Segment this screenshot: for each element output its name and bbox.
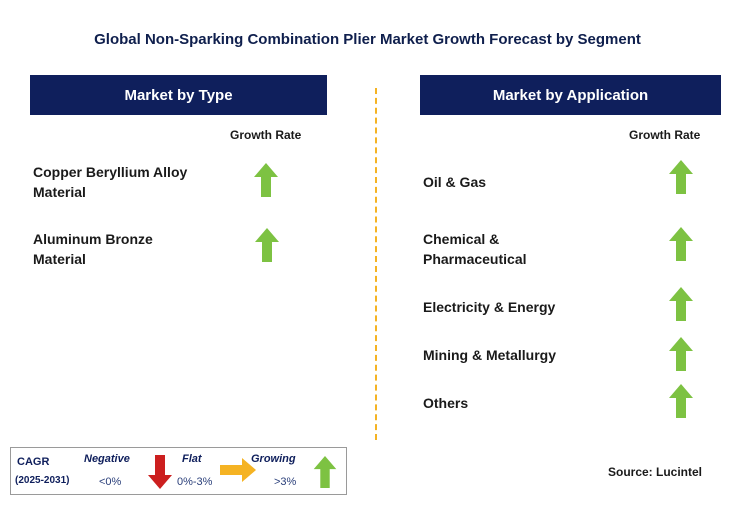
type-panel-header: Market by Type bbox=[30, 75, 327, 115]
legend-flat-label: Flat bbox=[182, 453, 202, 465]
arrow-up-icon bbox=[669, 384, 693, 418]
arrow-up-icon bbox=[313, 456, 337, 488]
arrow-down-icon bbox=[148, 455, 172, 489]
type-growth-rate-label: Growth Rate bbox=[230, 128, 302, 142]
legend-cagr-label: CAGR bbox=[17, 456, 50, 468]
application-item-mining-metallurgy: Mining & Metallurgy bbox=[423, 347, 556, 363]
legend-flat-range: 0%-3% bbox=[177, 476, 213, 488]
arrow-up-icon bbox=[669, 160, 693, 194]
application-item-others: Others bbox=[423, 395, 469, 411]
arrow-up-icon bbox=[669, 287, 693, 321]
arrow-up-icon bbox=[254, 163, 278, 197]
arrow-up-icon bbox=[669, 337, 693, 371]
page-title: Global Non-Sparking Combination Plier Ma… bbox=[94, 31, 641, 48]
type-item-copper-beryllium: Copper Beryllium Alloy Material bbox=[33, 164, 188, 200]
panel-divider bbox=[375, 88, 377, 440]
arrow-up-icon bbox=[255, 228, 279, 262]
application-panel-header: Market by Application bbox=[420, 75, 721, 115]
legend-negative-range: <0% bbox=[99, 476, 122, 488]
legend-growing-range: >3% bbox=[274, 476, 297, 488]
cagr-legend: CAGR (2025-2031) Negative <0% Flat 0%-3%… bbox=[10, 447, 347, 495]
arrow-right-icon bbox=[220, 458, 256, 482]
legend-negative-label: Negative bbox=[84, 453, 130, 465]
application-growth-rate-label: Growth Rate bbox=[629, 128, 701, 142]
legend-period: (2025-2031) bbox=[15, 475, 70, 486]
application-item-electricity-energy: Electricity & Energy bbox=[423, 299, 556, 315]
source-label: Source: Lucintel bbox=[608, 465, 703, 479]
application-item-oil-gas: Oil & Gas bbox=[423, 174, 487, 190]
legend-growing-label: Growing bbox=[251, 453, 296, 465]
type-item-aluminum-bronze: Aluminum Bronze Material bbox=[33, 231, 153, 267]
application-item-chemical-pharmaceutical: Chemical & Pharmaceutical bbox=[423, 231, 527, 267]
arrow-up-icon bbox=[669, 227, 693, 261]
